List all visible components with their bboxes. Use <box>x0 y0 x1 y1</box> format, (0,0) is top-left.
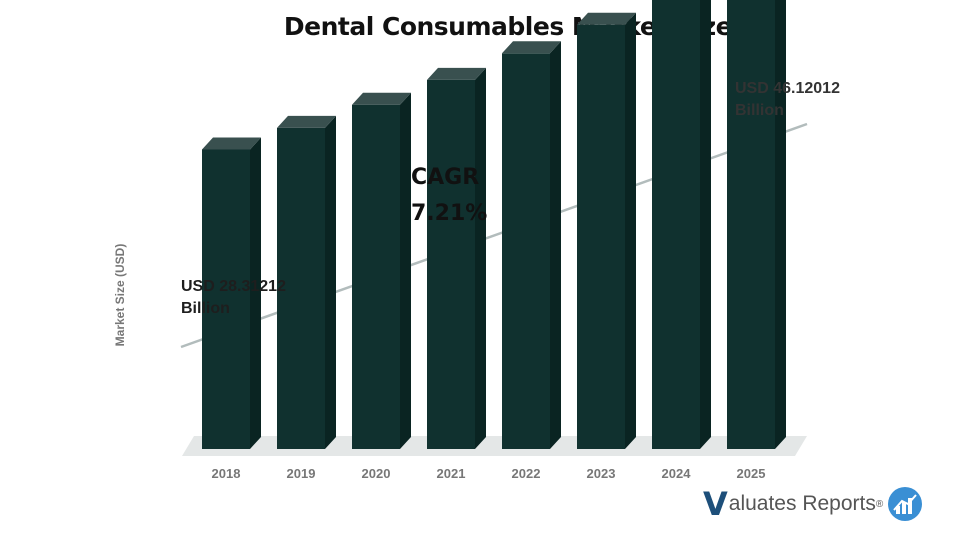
bar-2023 <box>577 12 636 449</box>
bar-side <box>325 115 336 449</box>
bar-top <box>202 137 261 150</box>
x-tick-2019: 2019 <box>287 466 316 481</box>
bar-front <box>427 79 475 449</box>
bar-front <box>202 149 250 449</box>
x-tick-2018: 2018 <box>212 466 241 481</box>
valuates-logo: V aluates Reports ® <box>703 484 923 524</box>
logo-letter: V <box>703 485 728 523</box>
end-value-annotation: USD 46.12012 Billion <box>735 78 840 122</box>
x-tick-2024: 2024 <box>662 466 692 481</box>
bar-side <box>250 137 261 449</box>
bar-top <box>577 12 636 25</box>
bar-top <box>502 41 561 54</box>
bar-2022 <box>502 41 561 450</box>
bar-front <box>502 53 550 450</box>
bar-2019 <box>277 115 336 449</box>
x-tick-2020: 2020 <box>362 466 391 481</box>
y-axis-label: Market Size (USD) <box>113 243 127 347</box>
start-value-annotation: USD 28.31212 Billion <box>181 276 286 320</box>
x-tick-2025: 2025 <box>737 466 766 481</box>
bar-side <box>475 67 486 449</box>
bar-top <box>352 92 411 105</box>
bar-front <box>277 127 325 449</box>
logo-text: aluates Reports <box>728 492 876 515</box>
bar-2018 <box>202 137 261 449</box>
start-value-line1: USD 28.31212 <box>181 278 286 295</box>
start-value-line2: Billion <box>181 300 230 317</box>
end-value-line2: Billion <box>735 102 784 119</box>
bar-front <box>652 0 700 449</box>
chart-floor <box>182 436 807 456</box>
bar-2025 <box>727 0 786 449</box>
end-value-line1: USD 46.12012 <box>735 80 840 97</box>
x-tick-2021: 2021 <box>437 466 466 481</box>
bar-side <box>775 0 786 449</box>
logo-registered-mark: ® <box>875 498 884 510</box>
bar-top <box>427 67 486 80</box>
bar-2024 <box>652 0 711 449</box>
bar-2020 <box>352 92 411 449</box>
bar-2021 <box>427 67 486 449</box>
cagr-value: 7.21% <box>411 201 488 226</box>
bar-chart-logo-icon <box>888 487 923 521</box>
bar-side <box>400 92 411 449</box>
bar-side <box>550 41 561 450</box>
x-tick-2022: 2022 <box>512 466 541 481</box>
cagr-label: CAGR <box>411 165 480 190</box>
bars-group <box>202 0 786 450</box>
x-tick-2023: 2023 <box>587 466 616 481</box>
bar-front <box>352 104 400 449</box>
bar-side <box>700 0 711 449</box>
cagr-annotation: CAGR 7.21% <box>411 160 487 232</box>
bar-top <box>277 115 336 128</box>
bar-front <box>727 0 775 449</box>
bar-front <box>577 24 625 449</box>
x-tick-labels: 2018 2019 2020 2021 2022 2023 2024 2025 <box>212 466 766 481</box>
bar-side <box>625 12 636 449</box>
